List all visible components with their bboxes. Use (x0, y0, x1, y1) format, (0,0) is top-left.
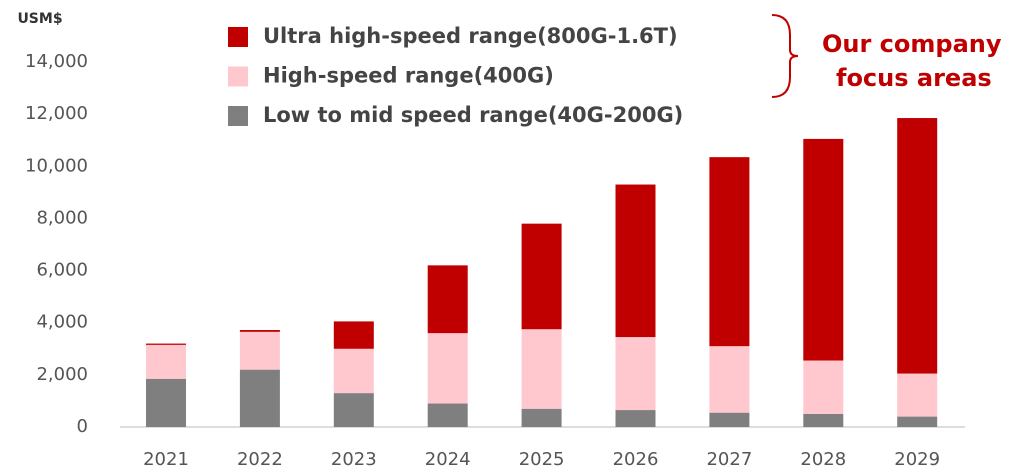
x-tick-label: 2028 (800, 449, 846, 470)
bar-segment (239, 331, 280, 370)
y-tick-label: 8,000 (36, 207, 88, 228)
x-tick-label: 2023 (331, 449, 377, 470)
bar-segment (709, 157, 750, 347)
bar-segment (521, 223, 562, 330)
bar-segment (709, 412, 750, 427)
bar-segment (521, 408, 562, 427)
y-tick-label: 12,000 (25, 103, 88, 124)
y-tick-label: 2,000 (36, 364, 88, 385)
y-tick-label: 0 (77, 416, 88, 437)
legend-swatch (228, 66, 248, 87)
y-tick-label: 14,000 (25, 51, 88, 72)
annotation: focus areas (836, 64, 992, 92)
x-tick-label: 2026 (613, 449, 659, 470)
bar-segment (239, 369, 280, 427)
annotation: Our company (822, 30, 1002, 58)
bar-segment (897, 118, 938, 374)
bar-segment (803, 138, 844, 361)
legend-swatch (228, 27, 248, 47)
y-tick-label: 4,000 (36, 312, 88, 333)
legend-label: Low to mid speed range(40G-200G) (263, 103, 683, 127)
y-tick-label: 6,000 (36, 260, 88, 281)
x-tick-label: 2027 (706, 449, 752, 470)
y-axis-label: USM$ (17, 11, 62, 27)
x-tick-label: 2024 (425, 449, 471, 470)
bar-segment (239, 330, 280, 332)
x-tick-label: 2025 (519, 449, 565, 470)
bar-segment (146, 378, 186, 427)
bar-segment (333, 393, 374, 427)
bar-segment (615, 337, 656, 411)
bar-segment (427, 265, 468, 334)
bar-segment (333, 321, 374, 349)
brace (771, 14, 799, 98)
x-tick-label: 2022 (237, 449, 283, 470)
legend-label: High-speed range(400G) (263, 64, 554, 88)
bar-segment (146, 343, 186, 345)
y-tick-label: 10,000 (25, 155, 88, 176)
bar-segment (615, 410, 656, 427)
legend-label: Ultra high-speed range(800G-1.6T) (263, 24, 678, 48)
bar-segment (803, 360, 844, 414)
bar-segment (427, 333, 468, 404)
x-tick-label: 2021 (143, 449, 189, 470)
bar-segment (709, 346, 750, 413)
bar-segment (333, 348, 374, 394)
bar-segment (897, 373, 938, 417)
bar-segment (146, 344, 186, 379)
bar-segment (615, 184, 656, 338)
x-tick-label: 2029 (894, 449, 940, 470)
bar-segment (897, 416, 938, 427)
bar-segment (427, 403, 468, 427)
legend-swatch (228, 106, 248, 126)
bar-segment (803, 413, 844, 427)
bar-segment (521, 329, 562, 409)
